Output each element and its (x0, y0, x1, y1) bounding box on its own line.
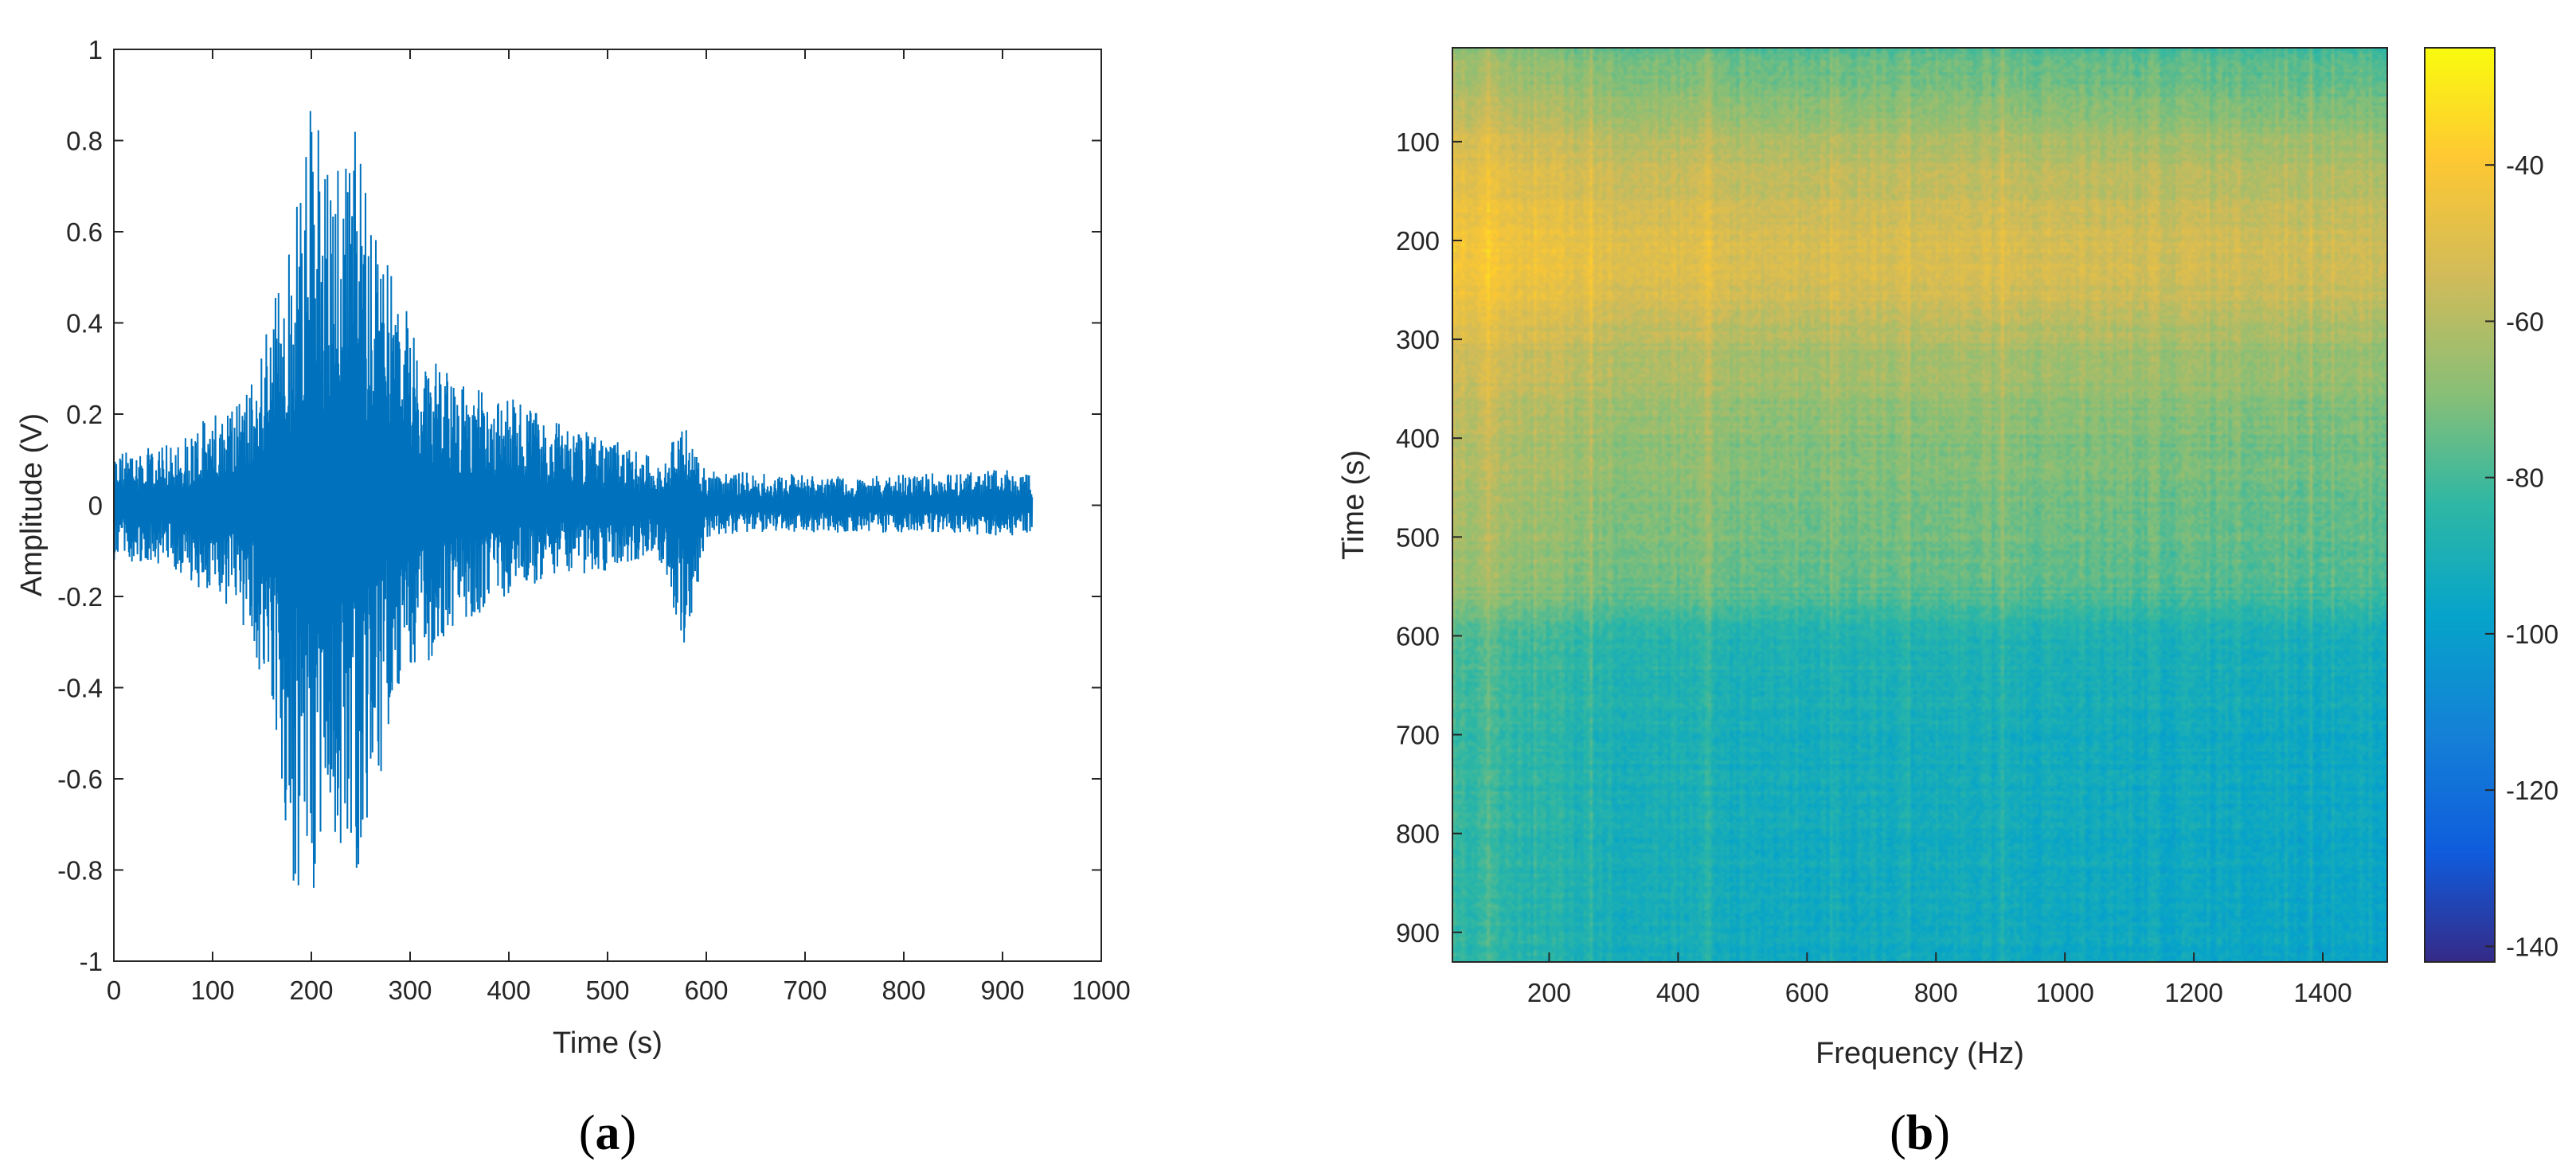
spectrogram-x-tick-label: 800 (1914, 978, 1958, 1007)
spectrogram-y-tick-label: 500 (1396, 522, 1440, 552)
caption-b-letter: b (1906, 1106, 1933, 1160)
spectrogram-plot-border (1452, 47, 2388, 963)
spectrogram-y-tick-label: 900 (1396, 918, 1440, 948)
spectrogram-x-axis-label: Frequency (Hz) (1816, 1037, 2024, 1070)
spectrogram-ticks (1452, 140, 2324, 962)
waveform-y-tick-label: -0.6 (57, 764, 103, 794)
waveform-y-tick-label: -0.8 (57, 856, 103, 886)
spectrogram-y-tick-label: 800 (1396, 819, 1440, 849)
spectrogram-x-tick-label: 600 (1785, 978, 1829, 1007)
waveform-y-axis-label: Amplitude (V) (15, 413, 49, 596)
spectrogram-y-tick-label: 600 (1396, 621, 1440, 651)
waveform-x-tick-labels: 0 100 200 300 400 500 600 700 800 900 1000 (107, 976, 1131, 1005)
colorbar-tick-label: -120 (2506, 776, 2558, 805)
colorbar (2424, 47, 2496, 963)
colorbar-tick-label: -60 (2506, 307, 2544, 336)
waveform-y-tick-label: 0 (88, 491, 103, 521)
spectrogram-y-tick-labels: 100 200 300 400 500 600 700 800 900 (1396, 127, 1440, 948)
waveform-x-tick-label: 1000 (1072, 976, 1130, 1005)
waveform-plot-border (113, 49, 1102, 962)
spectrogram-y-tick-label: 700 (1396, 721, 1440, 750)
waveform-x-axis-label: Time (s) (553, 1026, 663, 1060)
waveform-y-tick-label: 1 (88, 35, 103, 65)
waveform-x-tick-label: 700 (783, 976, 827, 1005)
svg-text:(a): (a) (579, 1106, 636, 1160)
spectrogram-x-tick-labels: 200 400 600 800 1000 1200 1400 (1527, 978, 2352, 1007)
colorbar-tick-label: -80 (2506, 463, 2544, 493)
waveform-x-tick-label: 300 (388, 976, 432, 1005)
waveform-x-tick-label: 400 (487, 976, 530, 1005)
colorbar-ticks (2485, 164, 2495, 948)
spectrogram-y-tick-label: 100 (1396, 127, 1440, 157)
waveform-y-tick-label: 0.2 (66, 400, 103, 429)
spectrogram-y-tick-label: 300 (1396, 325, 1440, 354)
spectrogram-x-tick-label: 400 (1656, 978, 1700, 1007)
waveform-y-tick-label: 0.8 (66, 127, 103, 156)
spectrogram-x-tick-label: 1200 (2164, 978, 2222, 1007)
waveform-y-tick-label: -0.4 (57, 674, 103, 703)
waveform-y-tick-label: 0.6 (66, 217, 103, 247)
caption-a-letter: a (596, 1106, 620, 1160)
waveform-y-tick-label: -1 (80, 947, 103, 976)
waveform-y-tick-label: 0.4 (66, 309, 103, 338)
caption-a: (a) (579, 1106, 636, 1160)
colorbar-tick-label: -40 (2506, 151, 2544, 180)
waveform-x-tick-label: 600 (684, 976, 728, 1005)
waveform-x-tick-label: 0 (107, 976, 121, 1005)
waveform-x-tick-label: 800 (881, 976, 925, 1005)
waveform-y-tick-labels: -1 -0.8 -0.6 -0.4 -0.2 0 0.2 0.4 0.6 0.8 1 (57, 35, 103, 976)
waveform-x-tick-label: 900 (980, 976, 1024, 1005)
waveform-y-tick-label: -0.2 (57, 582, 103, 612)
waveform-x-tick-label: 500 (585, 976, 629, 1005)
colorbar-tick-labels: -40 -60 -80 -100 -120 -140 (2506, 151, 2558, 961)
caption-b: (b) (1890, 1106, 1950, 1160)
spectrogram-y-tick-label: 400 (1396, 424, 1440, 453)
spectrogram-chart: 200 400 600 800 1000 1200 1400 100 200 300 400 500… (1337, 47, 2558, 1070)
spectrogram-heatmap (1452, 48, 2387, 962)
spectrogram-y-axis-label: Time (s) (1337, 450, 1370, 560)
spectrogram-x-tick-label: 1400 (2293, 978, 2351, 1007)
waveform-x-tick-label: 100 (190, 976, 234, 1005)
spectrogram-x-tick-label: 1000 (2035, 978, 2093, 1007)
waveform-chart: 0 100 200 300 400 500 600 700 800 900 1000 -1-0.8-… (15, 35, 1131, 1060)
spectrogram-x-tick-label: 200 (1527, 978, 1571, 1007)
svg-text:(b): (b) (1890, 1106, 1950, 1160)
colorbar-tick-label: -140 (2506, 932, 2558, 961)
spectrogram-y-tick-label: 200 (1396, 226, 1440, 256)
waveform-series-line (114, 111, 1034, 888)
colorbar-tick-label: -100 (2506, 620, 2558, 649)
waveform-x-tick-label: 200 (289, 976, 333, 1005)
